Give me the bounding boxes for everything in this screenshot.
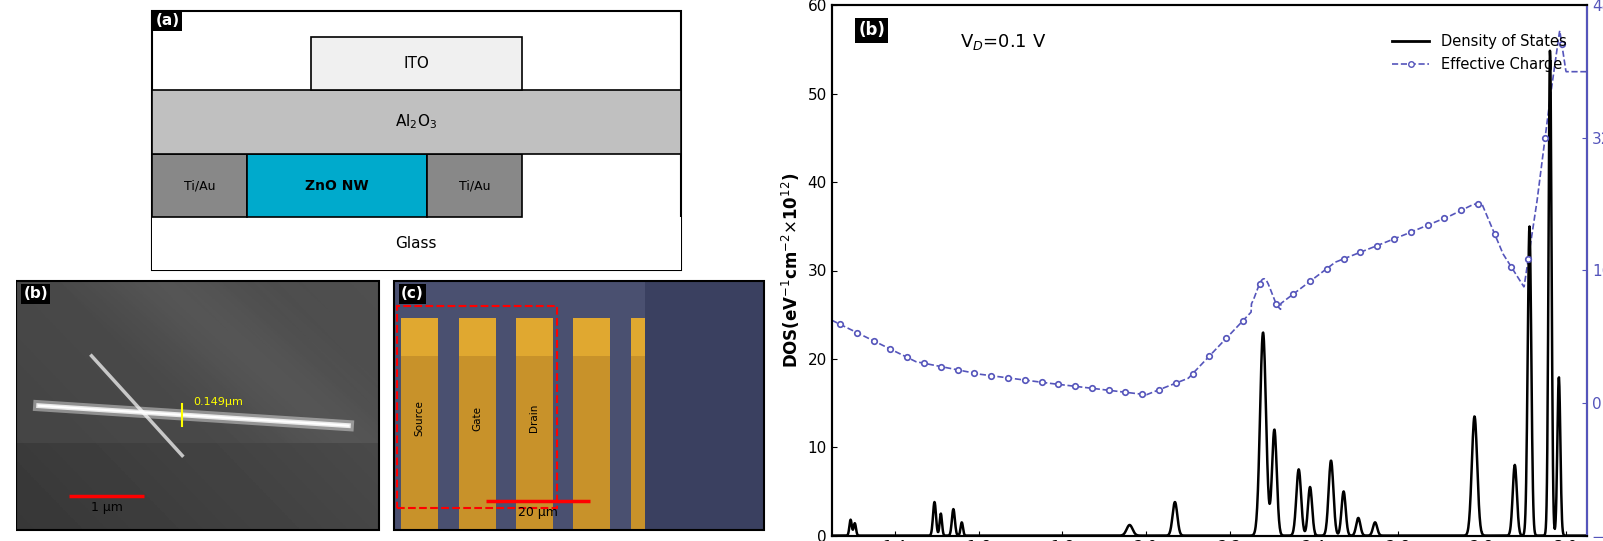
- Text: Al$_2$O$_3$: Al$_2$O$_3$: [396, 113, 438, 131]
- Text: (b): (b): [24, 286, 48, 301]
- Text: ITO: ITO: [404, 56, 430, 71]
- Text: Glass: Glass: [396, 236, 438, 252]
- Bar: [630, 319, 668, 530]
- Bar: [311, 37, 523, 90]
- Bar: [247, 154, 426, 217]
- Bar: [574, 319, 611, 530]
- Text: V$_D$=0.1 V: V$_D$=0.1 V: [960, 32, 1047, 52]
- Bar: [401, 319, 438, 530]
- Text: Ti/Au: Ti/Au: [184, 179, 215, 192]
- Bar: [152, 217, 681, 270]
- Bar: [458, 319, 495, 356]
- Bar: [630, 319, 668, 356]
- Text: Drain: Drain: [529, 404, 540, 432]
- Legend: Density of States, Effective Charge: Density of States, Effective Charge: [1387, 29, 1573, 77]
- Bar: [426, 154, 523, 217]
- Text: 0.149μm: 0.149μm: [194, 397, 244, 407]
- Bar: [458, 319, 495, 530]
- Bar: [61, 469, 212, 509]
- Text: 20 μm: 20 μm: [518, 506, 558, 519]
- Text: Ti/Au: Ti/Au: [458, 179, 491, 192]
- Bar: [152, 90, 681, 154]
- Text: (a): (a): [155, 14, 180, 28]
- Bar: [688, 319, 725, 356]
- Text: Source: Source: [415, 400, 425, 436]
- Text: ZnO NW: ZnO NW: [305, 179, 369, 193]
- Y-axis label: DOS(eV$^{-1}$cm$^{-2}$$\times$10$^{12}$): DOS(eV$^{-1}$cm$^{-2}$$\times$10$^{12}$): [779, 173, 802, 368]
- Text: (b): (b): [858, 21, 885, 39]
- Bar: [401, 319, 438, 356]
- Bar: [516, 319, 553, 530]
- Text: (c): (c): [401, 286, 423, 301]
- Bar: [398, 306, 556, 508]
- Bar: [152, 11, 681, 270]
- Bar: [688, 319, 725, 530]
- Bar: [394, 281, 763, 530]
- Bar: [516, 319, 553, 356]
- Bar: [646, 281, 763, 530]
- Bar: [574, 319, 611, 356]
- Bar: [16, 281, 378, 530]
- Bar: [394, 281, 763, 530]
- Bar: [152, 154, 247, 217]
- Text: Gate: Gate: [471, 406, 483, 431]
- Text: 1 μm: 1 μm: [91, 501, 122, 514]
